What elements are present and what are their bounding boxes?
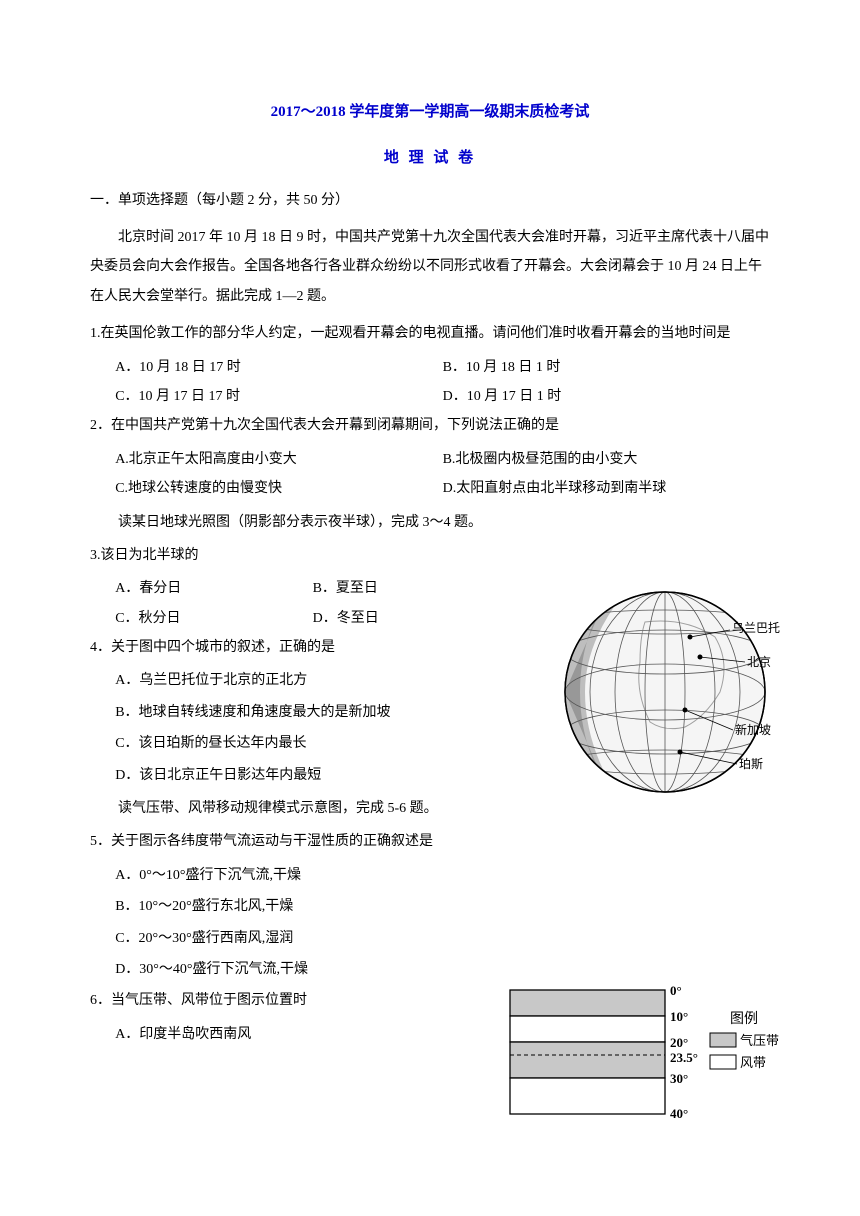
globe-label-perth: 珀斯 [739,757,763,771]
legend-wind: 风带 [740,1055,766,1070]
question-3: 3.该日为北半球的 [90,541,770,570]
question-1: 1.在英国伦敦工作的部分华人约定，一起观看开幕会的电视直播。请问他们准时收看开幕… [90,319,770,348]
question-3-options: A．春分日 B．夏至日 C．秋分日 D．冬至日 [90,574,510,633]
intro-paragraph: 北京时间 2017 年 10 月 18 日 9 时，中国共产党第十九次全国代表大… [90,223,770,311]
tick-235: 23.5° [670,1050,698,1065]
question-6-options: A．印度半岛吹西南风 [90,1020,510,1049]
q3-option-a: A．春分日 [115,574,312,603]
legend-pressure: 气压带 [740,1033,779,1048]
q5-option-c: C．20°～30°盛行西南风,湿润 [115,924,510,953]
q5-option-b: B．10°～20°盛行东北风,干燥 [115,892,510,921]
context-q3-4: 读某日地球光照图（阴影部分表示夜半球），完成 3～4 题。 [90,508,770,537]
tick-40: 40° [670,1106,688,1121]
section-header: 一．单项选择题（每小题 2 分，共 50 分） [90,189,770,209]
question-5-options: A．0°～10°盛行下沉气流,干燥 B．10°～20°盛行东北风,干燥 C．20… [90,861,510,985]
q1-option-c: C．10 月 17 日 17 时 [115,382,442,411]
question-2: 2．在中国共产党第十九次全国代表大会开幕到闭幕期间，下列说法正确的是 [90,411,770,440]
question-2-options: A.北京正午太阳高度由小变大 B.北极圈内极昼范围的由小变大 C.地球公转速度的… [90,445,770,504]
q3-option-c: C．秋分日 [115,604,312,633]
question-4-options: A．乌兰巴托位于北京的正北方 B．地球自转线速度和角速度最大的是新加坡 C．该日… [90,666,510,790]
exam-subtitle: 地 理 试 卷 [90,146,770,167]
q3-option-b: B．夏至日 [313,574,510,603]
question-1-options: A．10 月 18 日 17 时 B．10 月 18 日 1 时 C．10 月 … [90,353,770,412]
q6-option-a: A．印度半岛吹西南风 [115,1020,510,1049]
q2-option-c: C.地球公转速度的由慢变快 [115,474,442,503]
tick-30: 30° [670,1071,688,1086]
q5-option-a: A．0°～10°盛行下沉气流,干燥 [115,861,510,890]
legend-title: 图例 [730,1011,758,1027]
tick-0: 0° [670,985,682,998]
tick-10: 10° [670,1009,688,1024]
q1-option-b: B．10 月 18 日 1 时 [443,353,770,382]
question-5: 5．关于图示各纬度带气流运动与干湿性质的正确叙述是 [90,827,770,856]
globe-label-beijing: 北京 [747,655,771,669]
q1-option-a: A．10 月 18 日 17 时 [115,353,442,382]
q4-option-d: D．该日北京正午日影达年内最短 [115,761,510,790]
globe-label-singapore: 新加坡 [735,722,771,737]
q2-option-b: B.北极圈内极昼范围的由小变大 [443,445,770,474]
q5-option-d: D．30°～40°盛行下沉气流,干燥 [115,955,510,984]
globe-diagram: 乌兰巴托 北京 新加坡 珀斯 [555,582,785,802]
q2-option-a: A.北京正午太阳高度由小变大 [115,445,442,474]
q4-option-b: B．地球自转线速度和角速度最大的是新加坡 [115,698,510,727]
q2-option-d: D.太阳直射点由北半球移动到南半球 [443,474,770,503]
tick-20: 20° [670,1035,688,1050]
globe-label-ulaanbaatar: 乌兰巴托 [732,620,780,635]
q4-option-a: A．乌兰巴托位于北京的正北方 [115,666,510,695]
bands-diagram: 0° 10° 20° 23.5° 30° 40° 图例 气压带 风带 [505,985,790,1130]
q4-option-c: C．该日珀斯的昼长达年内最长 [115,729,510,758]
q3-option-d: D．冬至日 [313,604,510,633]
q1-option-d: D．10 月 17 日 1 时 [443,382,770,411]
exam-title: 2017～2018 学年度第一学期高一级期末质检考试 [90,100,770,121]
